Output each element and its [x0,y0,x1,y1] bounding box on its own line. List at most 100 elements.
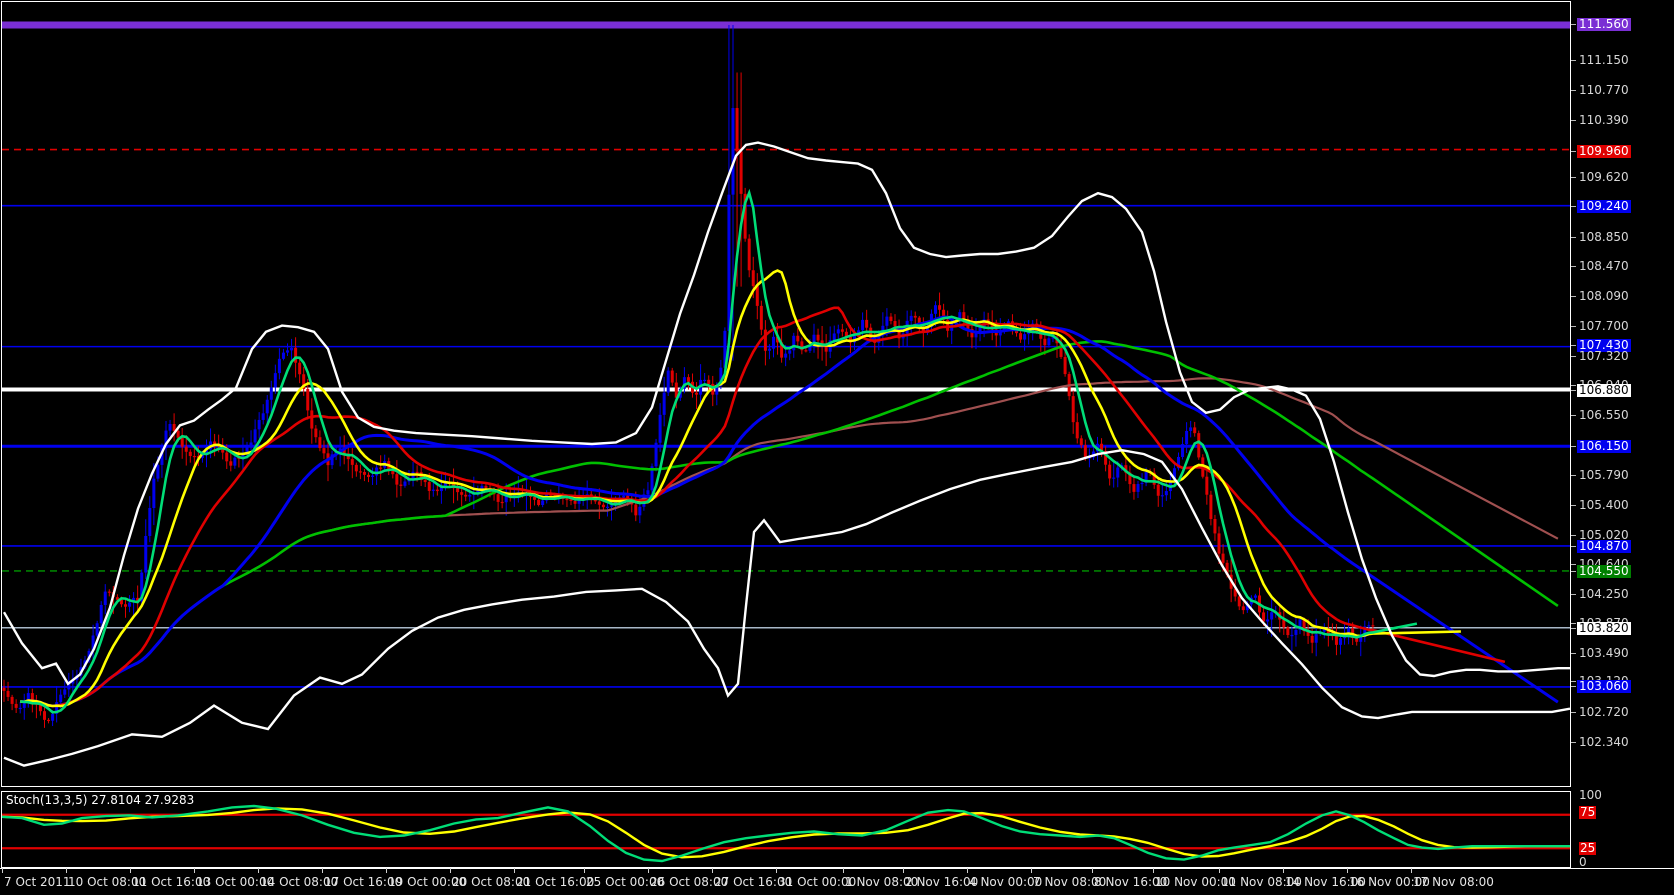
price-tick-mark [1571,120,1576,121]
price-tick-label: 111.560 [1577,17,1631,31]
time-tick-label: 4 Nov 00:00 [969,875,1043,889]
time-tick-mark [130,868,131,873]
price-tick-mark [1571,546,1576,547]
candlestick [43,704,46,728]
candlestick [654,438,658,472]
price-chart-canvas[interactable] [2,2,1570,786]
candlestick [1189,420,1193,438]
time-scale-axis[interactable]: 7 Oct 2011 10 Oct 08:00 11 Oct 16:00 13 Oct… [0,868,1674,895]
stochastic-indicator-pane[interactable]: Stoch(13,3,5) 27.8104 27.9283 [1,791,1571,868]
price-tick-label: 104.550 [1577,564,1631,578]
candlestick [310,398,314,444]
price-tick-mark [1571,60,1576,61]
candlestick [1019,322,1023,343]
price-tick-mark [1571,712,1576,713]
candlestick [95,620,99,638]
time-tick-label: 2 Nov 16:00 [905,875,979,889]
candlestick [966,315,970,337]
candlestick [168,419,172,436]
candlestick [800,337,804,355]
chart-line [20,340,1559,708]
candlestick [1322,623,1326,639]
candlestick [772,331,775,358]
chart-line [20,315,1559,708]
price-tick-mark [1571,628,1576,629]
candlestick [537,498,541,507]
time-tick-mark [258,868,259,873]
candlestick [269,380,273,417]
price-tick-label: 107.700 [1579,319,1629,333]
price-tick-mark [1571,24,1576,25]
candlestick [281,348,285,361]
price-tick-mark [1571,446,1576,447]
price-tick-label: 107.430 [1577,338,1631,352]
time-tick-mark [194,868,195,873]
price-tick-label: 109.960 [1577,144,1631,158]
price-tick-mark [1571,742,1576,743]
price-tick-mark [1571,686,1576,687]
time-tick-label: 17 Nov 08:00 [1413,875,1494,889]
price-tick-label: 108.470 [1579,259,1629,273]
candlestick [298,357,302,384]
time-tick-mark [1411,868,1412,873]
candlestick [362,469,366,482]
time-tick-mark [450,868,451,873]
candlestick [1063,349,1067,377]
candlestick [403,477,407,488]
candlestick [318,430,322,452]
candlestick [330,450,334,469]
candlestick [1132,475,1136,500]
time-tick-mark [322,868,323,873]
candlestick [529,486,532,510]
candlestick [2,679,6,702]
price-tick-mark [1571,681,1576,682]
candlestick [1059,337,1063,360]
candlestick [152,463,156,526]
candlestick [909,310,913,336]
time-tick-mark [386,868,387,873]
price-tick-mark [1571,151,1576,152]
candlestick [1140,473,1144,491]
candlestick [662,376,666,427]
time-tick-label: 21 Oct 16:00 [516,875,595,889]
price-tick-label: 108.850 [1579,230,1629,244]
chart-line [3,448,1570,767]
price-chart-pane[interactable]: FXCM MT4, © 2001-2011 MetaQuotes Softwar… [1,1,1571,787]
candlestick [144,519,148,579]
candlestick [1104,446,1108,472]
candlestick [743,187,747,242]
candlestick [1185,422,1189,454]
candlestick [399,476,403,497]
indicator-caption: Stoch(13,3,5) 27.8104 27.9283 [6,793,195,807]
price-tick-mark [1571,326,1576,327]
candlestick [1213,514,1217,541]
candlestick [1359,625,1363,657]
candlestick [128,595,132,613]
candlestick [358,464,362,480]
candlestick [824,334,828,367]
candlestick [63,681,67,699]
time-tick-label: 26 Oct 08:00 [650,875,729,889]
stoch-series-line [2,804,1570,863]
candlestick [585,480,589,510]
price-tick-label: 105.400 [1579,498,1629,512]
time-tick-label: 27 Oct 16:00 [714,875,793,889]
price-scale-axis[interactable]: 111.560 111.150 110.770 110.390 109.960 109.6… [1571,0,1674,869]
candlestick [865,309,869,333]
time-tick-mark [648,868,649,873]
price-tick-label: 109.240 [1577,199,1631,213]
candlestick [290,338,294,360]
candlestick [1339,633,1342,655]
candlestick [302,366,306,396]
candlestick [1334,623,1338,656]
candlestick [277,348,281,380]
candlestick [10,694,14,711]
candlestick [431,480,435,497]
candlestick [990,310,994,341]
time-tick-label: 14 Oct 08:00 [260,875,339,889]
time-tick-mark [1219,868,1220,873]
candlestick [322,440,326,459]
candlestick [1205,470,1209,505]
candlestick [1156,479,1160,507]
